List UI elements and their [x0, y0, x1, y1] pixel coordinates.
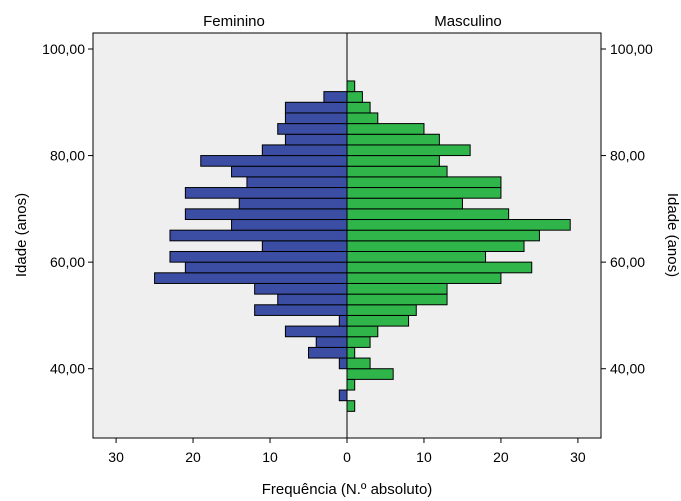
bar-masculino-age-39	[346, 368, 394, 380]
x-axis-title: Frequência (N.º absoluto)	[262, 481, 433, 498]
bar-feminino-age-69	[184, 208, 348, 221]
y-tick-label-right: 40,00	[610, 361, 645, 377]
bar-masculino-age-63	[346, 240, 525, 252]
bar-feminino-age-43	[308, 346, 348, 359]
bar-feminino-age-51	[254, 304, 348, 316]
x-tick-label: 20	[493, 449, 509, 465]
bar-masculino-age-83	[346, 133, 440, 146]
bar-masculino-age-77	[346, 165, 448, 178]
bar-feminino-age-65	[169, 229, 348, 242]
bar-masculino-age-71	[346, 197, 463, 210]
bar-feminino-age-91	[323, 91, 348, 103]
x-tick-label: 0	[343, 449, 351, 465]
y-tick-label-right: 60,00	[610, 254, 645, 270]
bar-masculino-age-89	[346, 101, 371, 114]
bar-masculino-age-57	[346, 272, 502, 284]
bar-masculino-age-67	[346, 219, 571, 231]
bar-feminino-age-67	[231, 219, 348, 231]
bar-feminino-age-59	[184, 261, 348, 274]
bar-feminino-age-57	[154, 272, 348, 284]
bar-feminino-age-77	[231, 165, 348, 178]
y-tick-label-left: 100,00	[42, 41, 85, 57]
bar-feminino-age-79	[200, 155, 348, 167]
bar-feminino-age-83	[284, 133, 348, 146]
bar-feminino-age-87	[284, 112, 348, 125]
bar-feminino-age-41	[338, 357, 348, 370]
bar-masculino-age-91	[346, 91, 363, 103]
bar-masculino-age-33	[346, 400, 356, 412]
bar-masculino-age-61	[346, 250, 487, 263]
bar-masculino-age-69	[346, 208, 510, 221]
x-tick-label: 10	[416, 449, 432, 465]
y-tick-label-left: 60,00	[50, 254, 85, 270]
y-tick-label-left: 80,00	[50, 148, 85, 164]
bar-masculino-age-51	[346, 304, 417, 316]
bar-masculino-age-59	[346, 261, 533, 274]
x-tick-label: 20	[185, 449, 201, 465]
x-tick-label: 30	[570, 449, 586, 465]
bar-masculino-age-93	[346, 80, 356, 93]
y-axis-title-right: Idade (anos)	[664, 193, 681, 277]
bar-feminino-age-47	[284, 325, 348, 338]
bars-group	[154, 80, 571, 412]
bar-masculino-age-55	[346, 282, 448, 295]
bar-feminino-age-49	[338, 314, 348, 327]
bar-masculino-age-49	[346, 314, 410, 327]
y-tick-label-right: 80,00	[610, 148, 645, 164]
bar-masculino-age-53	[346, 293, 448, 306]
bar-feminino-age-35	[338, 389, 348, 402]
y-tick-label-right: 100,00	[610, 41, 653, 57]
bar-feminino-age-85	[277, 123, 348, 135]
bar-masculino-age-41	[346, 357, 371, 370]
panel-title-female: Feminino	[203, 13, 265, 30]
bar-feminino-age-81	[261, 144, 348, 157]
bar-masculino-age-87	[346, 112, 379, 125]
bar-feminino-age-75	[246, 176, 348, 189]
x-tick-label: 10	[262, 449, 278, 465]
bar-feminino-age-45	[315, 336, 348, 348]
bar-masculino-age-81	[346, 144, 471, 157]
axes-group: 30 20 10 0 10 20 30 40,00 40,00 60,00 60,00 80,00 80…	[42, 41, 653, 465]
y-axis-title-left: Idade (anos)	[13, 193, 30, 277]
bar-masculino-age-45	[346, 336, 371, 348]
bar-masculino-age-43	[346, 346, 356, 359]
panel-title-male: Masculino	[434, 13, 502, 30]
y-tick-label-left: 40,00	[50, 361, 85, 377]
bar-feminino-age-73	[184, 187, 348, 199]
bar-masculino-age-37	[346, 378, 356, 391]
bar-masculino-age-65	[346, 229, 540, 242]
bar-masculino-age-79	[346, 155, 440, 167]
bar-masculino-age-75	[346, 176, 502, 189]
bar-feminino-age-89	[284, 101, 348, 114]
bar-feminino-age-71	[238, 197, 348, 210]
bar-feminino-age-61	[169, 250, 348, 263]
bar-masculino-age-85	[346, 123, 425, 135]
bar-masculino-age-73	[346, 187, 502, 199]
bar-feminino-age-55	[254, 282, 348, 295]
bar-feminino-age-63	[261, 240, 348, 252]
x-tick-label: 30	[108, 449, 124, 465]
bar-masculino-age-47	[346, 325, 379, 338]
bar-feminino-age-53	[277, 293, 348, 306]
